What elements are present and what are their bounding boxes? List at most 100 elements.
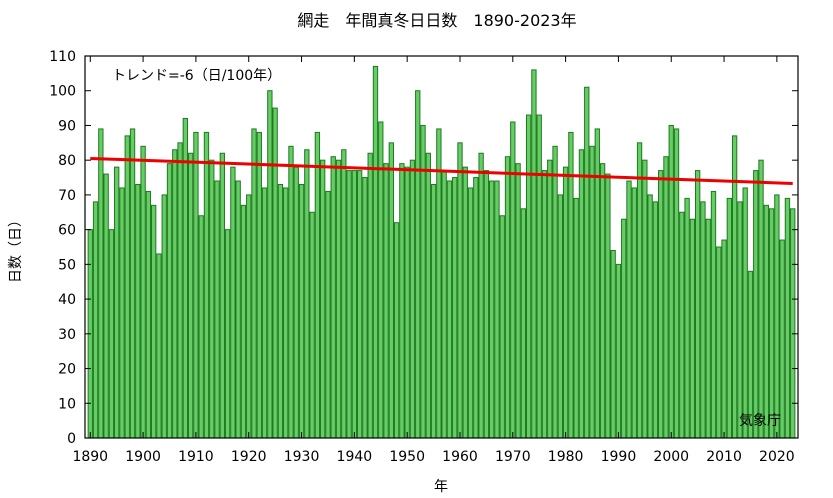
bar-1994: [636, 142, 643, 439]
y-tick-label: 90: [58, 118, 76, 134]
bar-2009: [716, 246, 722, 439]
bar-1957: [441, 170, 447, 439]
bar-1908: [182, 118, 189, 439]
bar-1906: [172, 149, 178, 439]
bar-1912: [203, 131, 210, 439]
bar-1969: [504, 156, 511, 439]
bar-1921: [251, 128, 257, 439]
bar-1948: [393, 222, 400, 439]
x-tick-label: 1940: [337, 449, 373, 465]
bar-1950: [404, 166, 410, 439]
y-tick-label: 40: [58, 292, 76, 308]
bar-1926: [277, 183, 284, 439]
bar-1898: [129, 128, 136, 439]
bar-1992: [626, 180, 632, 439]
x-tick-label: 1970: [495, 449, 531, 465]
bar-1965: [483, 170, 490, 439]
bar-1972: [520, 208, 527, 439]
y-tick-label: 20: [58, 362, 76, 378]
bar-series: [87, 65, 796, 439]
bar-1935: [325, 190, 331, 439]
y-tick-label: 50: [58, 257, 76, 273]
y-tick-label: 10: [58, 396, 76, 412]
bar-1939: [346, 170, 352, 439]
bar-1958: [446, 180, 453, 439]
bar-1892: [98, 128, 104, 439]
bar-1999: [663, 156, 669, 439]
y-tick-label: 100: [49, 84, 76, 100]
bar-2008: [710, 190, 717, 439]
bar-1984: [584, 86, 590, 439]
bar-1951: [409, 159, 416, 439]
bar-2022: [784, 197, 791, 439]
bar-1913: [209, 159, 215, 439]
bar-1940: [351, 170, 358, 439]
bar-1956: [436, 128, 442, 439]
bar-1937: [335, 159, 342, 439]
bar-1930: [298, 183, 305, 439]
bar-1941: [356, 170, 363, 439]
bar-1934: [320, 159, 326, 439]
bar-1911: [198, 215, 204, 439]
bar-1895: [114, 166, 120, 439]
chart-title: 網走 年間真冬日日数 1890-2023年: [297, 11, 576, 30]
bar-1966: [489, 180, 495, 439]
bar-1922: [256, 131, 262, 439]
bar-1900: [140, 145, 146, 439]
bar-1980: [562, 166, 569, 439]
bar-1923: [261, 187, 268, 439]
bar-1916: [224, 229, 231, 439]
bar-1897: [124, 135, 130, 439]
bar-1904: [161, 194, 167, 439]
bar-2013: [737, 201, 743, 439]
bar-1970: [510, 121, 516, 439]
bar-2010: [721, 239, 727, 439]
bar-1920: [246, 194, 252, 439]
bar-1977: [547, 159, 553, 439]
bar-1942: [362, 177, 368, 439]
bar-1918: [235, 180, 241, 439]
x-axis-label: 年: [434, 479, 448, 495]
bar-2007: [705, 218, 711, 439]
bar-1964: [478, 152, 484, 439]
bar-1936: [330, 156, 336, 439]
bar-1905: [166, 163, 173, 439]
bar-1998: [658, 170, 664, 439]
bar-1909: [187, 152, 194, 439]
bar-1953: [420, 124, 426, 439]
x-tick-label: 1960: [442, 449, 478, 465]
bar-1933: [314, 131, 321, 439]
bar-1903: [156, 253, 162, 439]
bar-1949: [399, 163, 405, 439]
bar-1907: [177, 142, 183, 439]
credit-label: 気象庁: [739, 413, 781, 429]
bar-2014: [742, 187, 748, 439]
bar-2002: [679, 211, 685, 439]
x-tick-label: 1920: [231, 449, 267, 465]
bar-1947: [388, 142, 394, 439]
bar-1919: [240, 204, 247, 439]
y-tick-label: 30: [58, 327, 76, 343]
bar-1931: [304, 149, 310, 439]
bar-1894: [108, 229, 115, 439]
bar-1997: [652, 201, 659, 439]
bar-1996: [647, 194, 653, 439]
bar-1896: [119, 187, 125, 439]
bar-1954: [425, 152, 431, 439]
bar-1917: [230, 166, 236, 439]
x-tick-label: 1950: [389, 449, 425, 465]
bar-1978: [552, 145, 558, 439]
bar-1993: [631, 187, 637, 439]
bar-1976: [541, 170, 548, 439]
bar-1968: [499, 215, 505, 439]
bar-1929: [293, 166, 299, 439]
bar-1985: [589, 145, 595, 439]
bar-1924: [267, 90, 273, 439]
bar-1983: [578, 149, 585, 439]
bar-2003: [684, 197, 690, 439]
bar-1967: [494, 180, 500, 439]
x-tick-label: 1910: [178, 449, 214, 465]
bar-2021: [779, 239, 785, 439]
bar-1995: [642, 159, 648, 439]
